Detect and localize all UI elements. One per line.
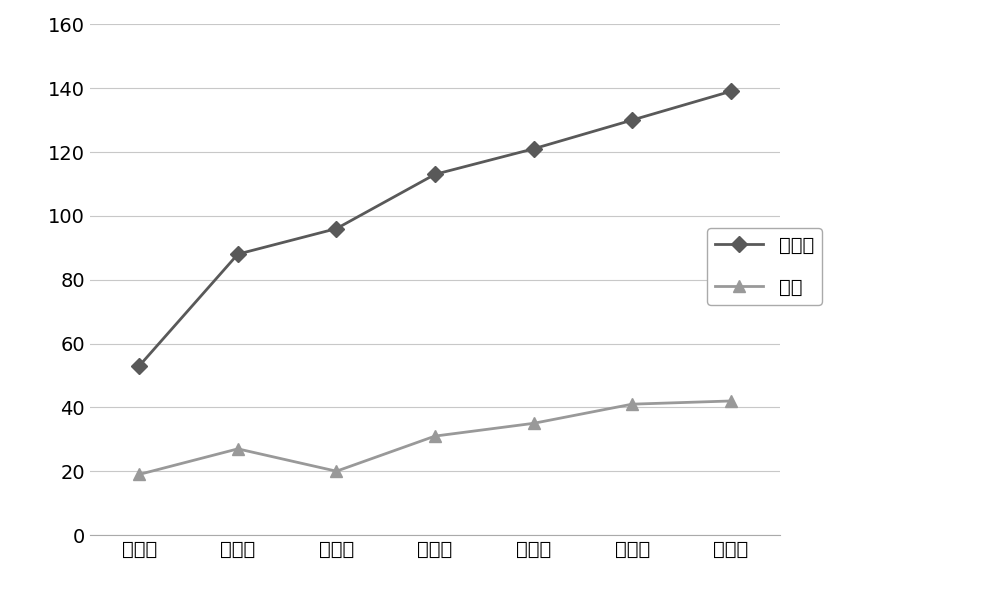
涂布 [330,468,342,475]
涂布 [429,432,441,440]
静电纺 [429,171,441,178]
Line: 涂布: 涂布 [134,395,736,480]
静电纺 [626,117,638,124]
涂布 [528,420,540,427]
静电纺 [330,225,342,232]
静电纺 [133,362,145,370]
Legend: 静电纺, 涂布: 静电纺, 涂布 [707,228,822,305]
静电纺 [528,145,540,153]
涂布 [626,401,638,408]
涂布 [725,398,737,405]
静电纺 [232,250,244,258]
涂布 [133,471,145,478]
Line: 静电纺: 静电纺 [134,86,736,371]
涂布 [232,445,244,452]
静电纺 [725,88,737,95]
